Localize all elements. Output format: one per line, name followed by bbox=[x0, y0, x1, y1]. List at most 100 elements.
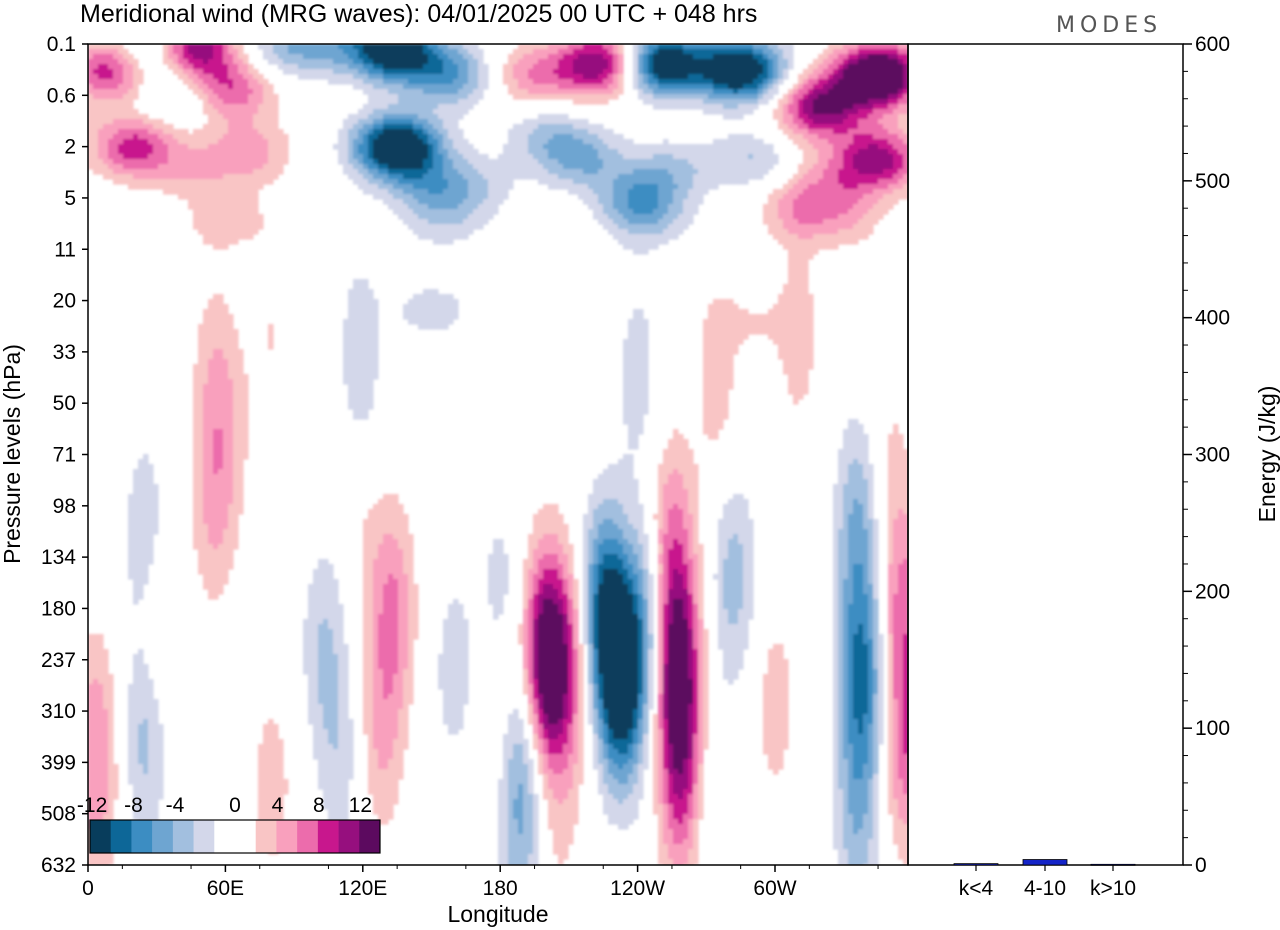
heatmap-cell bbox=[693, 164, 699, 170]
heatmap-cell bbox=[838, 144, 844, 150]
heatmap-cell bbox=[383, 144, 389, 150]
heatmap-cell bbox=[118, 179, 124, 185]
heatmap-cell bbox=[523, 49, 529, 55]
heatmap-cell bbox=[403, 139, 409, 145]
heatmap-cell bbox=[903, 69, 908, 75]
heatmap-cell bbox=[408, 89, 414, 95]
heatmap-cell bbox=[213, 74, 219, 80]
heatmap-cell bbox=[828, 139, 834, 145]
heatmap-cell bbox=[798, 334, 804, 340]
heatmap-cell bbox=[388, 139, 394, 145]
heatmap-cell bbox=[233, 329, 239, 335]
heatmap-cell bbox=[218, 114, 224, 120]
heatmap-cell bbox=[808, 229, 814, 235]
heatmap-cell bbox=[588, 159, 594, 165]
heatmap-cell bbox=[713, 179, 719, 185]
heatmap-cell bbox=[883, 159, 889, 165]
heatmap-cell bbox=[283, 54, 289, 60]
heatmap-cell bbox=[603, 69, 609, 75]
heatmap-cell bbox=[548, 79, 554, 85]
heatmap-cell bbox=[828, 229, 834, 235]
heatmap-cell bbox=[253, 214, 259, 220]
heatmap-cell bbox=[788, 339, 794, 345]
heatmap-cell bbox=[383, 54, 389, 60]
heatmap-cell bbox=[413, 64, 419, 70]
heatmap-cell bbox=[363, 179, 369, 185]
heatmap-cell bbox=[473, 219, 479, 225]
heatmap-cell bbox=[813, 114, 819, 120]
heatmap-cell bbox=[158, 184, 164, 190]
heatmap-cell bbox=[778, 239, 784, 245]
heatmap-cell bbox=[698, 74, 704, 80]
heatmap-cell bbox=[848, 204, 854, 210]
heatmap-cell bbox=[623, 339, 629, 345]
heatmap-cell bbox=[413, 204, 419, 210]
heatmap-cell bbox=[763, 329, 769, 335]
heatmap-cell bbox=[718, 94, 724, 100]
heatmap-cell bbox=[663, 239, 669, 245]
heatmap-cell bbox=[358, 169, 364, 175]
heatmap-cell bbox=[343, 79, 349, 85]
heatmap-cell bbox=[308, 74, 314, 80]
heatmap-cell bbox=[208, 124, 214, 130]
heatmap-cell bbox=[178, 169, 184, 175]
heatmap-cell bbox=[363, 334, 369, 340]
heatmap-cell bbox=[268, 54, 274, 60]
heatmap-cell bbox=[388, 114, 394, 120]
heatmap-cell bbox=[243, 174, 249, 180]
heatmap-cell bbox=[488, 169, 494, 175]
heatmap-cell bbox=[683, 104, 689, 110]
heatmap-cell bbox=[433, 44, 439, 50]
heatmap-cell bbox=[268, 114, 274, 120]
heatmap-cell bbox=[598, 69, 604, 75]
heatmap-cell bbox=[683, 214, 689, 220]
heatmap-cell bbox=[373, 339, 379, 345]
heatmap-cell bbox=[583, 194, 589, 200]
heatmap-panel bbox=[87, 43, 909, 866]
heatmap-cell bbox=[158, 149, 164, 155]
heatmap-cell bbox=[878, 94, 884, 100]
heatmap-cell bbox=[428, 189, 434, 195]
heatmap-cell bbox=[258, 94, 264, 100]
heatmap-cell bbox=[813, 139, 819, 145]
heatmap-cell bbox=[173, 49, 179, 55]
heatmap-cell bbox=[453, 79, 459, 85]
heatmap-cell bbox=[193, 154, 199, 160]
heatmap-cell bbox=[723, 324, 729, 330]
heatmap-cell bbox=[678, 69, 684, 75]
heatmap-cell bbox=[773, 314, 779, 320]
heatmap-cell bbox=[423, 134, 429, 140]
heatmap-cell bbox=[408, 139, 414, 145]
heatmap-cell bbox=[843, 69, 849, 75]
heatmap-cell bbox=[578, 94, 584, 100]
heatmap-cell bbox=[553, 119, 559, 125]
heatmap-cell bbox=[358, 174, 364, 180]
heatmap-cell bbox=[708, 69, 714, 75]
heatmap-cell bbox=[863, 159, 869, 165]
heatmap-cell bbox=[408, 119, 414, 125]
heatmap-cell bbox=[93, 44, 99, 50]
heatmap-cell bbox=[793, 109, 799, 115]
heatmap-cell bbox=[228, 124, 234, 130]
heatmap-cell bbox=[428, 149, 434, 155]
heatmap-cell bbox=[368, 54, 374, 60]
heatmap-cell bbox=[268, 59, 274, 65]
heatmap-cell bbox=[718, 104, 724, 110]
heatmap-cell bbox=[268, 329, 274, 335]
heatmap-cell bbox=[658, 209, 664, 215]
heatmap-cell bbox=[518, 124, 524, 130]
heatmap-cell bbox=[648, 199, 654, 205]
heatmap-cell bbox=[903, 109, 908, 115]
heatmap-cell bbox=[98, 154, 104, 160]
heatmap-cell bbox=[218, 329, 224, 335]
heatmap-cell bbox=[488, 174, 494, 180]
heatmap-cell bbox=[818, 174, 824, 180]
heatmap-cell bbox=[718, 299, 724, 305]
heatmap-cell bbox=[648, 89, 654, 95]
heatmap-cell bbox=[358, 49, 364, 55]
heatmap-cell bbox=[633, 154, 639, 160]
heatmap-cell bbox=[753, 44, 759, 50]
heatmap-cell bbox=[88, 94, 94, 100]
heatmap-cell bbox=[503, 144, 509, 150]
heatmap-cell bbox=[558, 69, 564, 75]
